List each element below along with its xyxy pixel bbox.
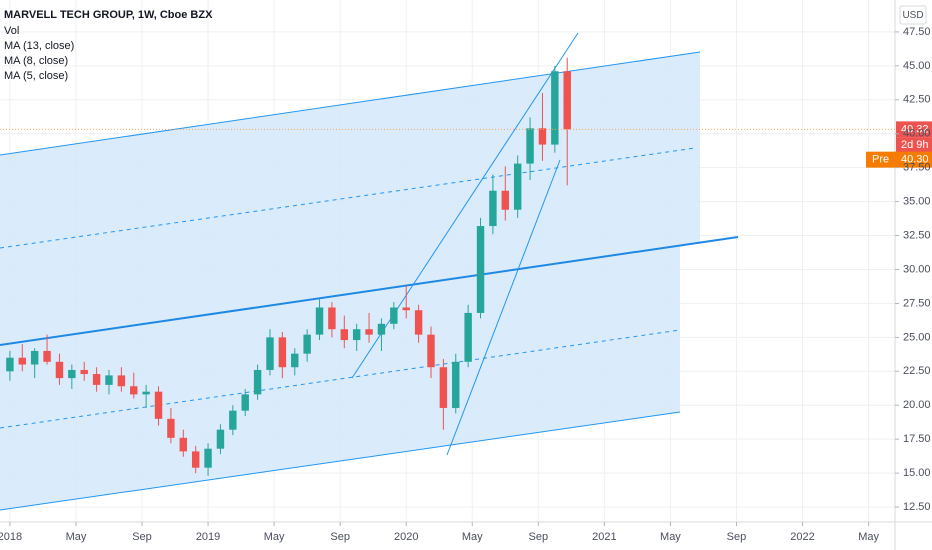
candle-body [105, 375, 113, 385]
candle-body [328, 307, 336, 330]
candle-body [476, 226, 485, 313]
pre-badge [866, 151, 932, 168]
candle-body [526, 128, 534, 164]
candle-body [92, 374, 101, 385]
candle-body [352, 329, 361, 341]
channel-line [0, 411, 681, 511]
pre-name: Pre [872, 154, 889, 166]
trend-line [446, 159, 561, 456]
last-price-badge [896, 121, 932, 138]
y-tick-label: 47.50 [903, 26, 931, 38]
candle-body [43, 350, 51, 362]
x-tick-label: 2020 [394, 531, 418, 543]
candle-body [340, 329, 349, 341]
y-tick-label: 45.00 [903, 60, 931, 72]
x-tick-label: 2022 [790, 531, 814, 543]
y-tick-label: 12.50 [903, 501, 931, 513]
channel-line [0, 236, 739, 346]
y-tick-label: 27.50 [903, 297, 931, 309]
candle-body [551, 71, 559, 145]
countdown-label: 2d 9h [901, 139, 929, 151]
candle-body [191, 451, 200, 468]
candle-body [464, 312, 472, 362]
x-tick-label: May [660, 531, 681, 543]
trend-line [351, 32, 579, 379]
candle-body [402, 307, 410, 311]
y-tick-label: 15.00 [903, 467, 931, 479]
candle-body [216, 429, 225, 449]
candle-body [452, 361, 460, 408]
channel-midline [0, 329, 681, 429]
x-tick-label: Sep [727, 531, 747, 543]
indicator-label: Vol [4, 25, 19, 37]
candle-body [390, 307, 398, 324]
currency: USD [902, 10, 923, 21]
x-tick-label: Sep [529, 531, 549, 543]
y-tick-label: 32.50 [903, 229, 931, 241]
candle-body [501, 190, 510, 210]
candle-body [278, 337, 287, 368]
y-tick-label: 30.00 [903, 263, 931, 275]
x-tick-label: 2021 [592, 531, 616, 543]
y-tick-label: 35.00 [903, 196, 931, 208]
y-tick-label: 22.50 [903, 365, 931, 377]
y-tick-label: 20.00 [903, 399, 931, 411]
x-tick-label: May [858, 531, 879, 543]
candle-body [563, 71, 571, 130]
candle-body [204, 448, 212, 468]
x-tick-label: Sep [132, 531, 152, 543]
countdown-badge [896, 137, 932, 153]
y-tick-label: 40.00 [903, 128, 931, 140]
indicator-label: MA (8, close) [4, 55, 68, 67]
candle-body [253, 369, 262, 395]
candle-body [365, 329, 373, 335]
x-tick-label: 2019 [196, 531, 220, 543]
y-tick-label: 37.50 [903, 162, 931, 174]
candle-body [55, 361, 64, 379]
candle-body [241, 394, 249, 411]
x-tick-label: 2018 [0, 531, 22, 543]
y-tick-label: 17.50 [903, 433, 931, 445]
candle-body [538, 128, 547, 145]
candle-body [68, 369, 76, 379]
currency-box[interactable] [899, 5, 927, 25]
y-tick-label: 42.50 [903, 94, 931, 106]
candle-body [439, 367, 448, 408]
candle-body [142, 391, 150, 395]
candle-body [414, 310, 423, 335]
candle-body [303, 334, 311, 354]
candle-body [117, 375, 126, 387]
channel-fill [0, 245, 680, 510]
candle-body [315, 307, 324, 335]
candle-body [291, 353, 299, 368]
candle-body [154, 391, 163, 419]
candle-body [167, 418, 175, 438]
candle-body [6, 357, 14, 372]
candle-body [377, 323, 386, 335]
candle-body [427, 334, 435, 368]
x-tick-label: Sep [330, 531, 350, 543]
candle-body [489, 190, 497, 227]
candle-body [130, 386, 138, 395]
candle-body [513, 163, 522, 210]
candle-body [18, 357, 27, 365]
candle-body [30, 350, 39, 365]
chart-title: MARVELL TECH GROUP, 1W, Cboe BZX [4, 9, 213, 21]
candle-body [179, 437, 188, 452]
channel-midline [0, 147, 696, 249]
x-tick-label: May [66, 531, 87, 543]
indicator-label: MA (13, close) [4, 40, 74, 52]
x-tick-label: May [264, 531, 285, 543]
indicator-label: MA (5, close) [4, 70, 68, 82]
x-tick-label: May [462, 531, 483, 543]
channel-fill [0, 52, 700, 345]
pre-price: 40.30 [901, 154, 929, 166]
candle-body [80, 369, 88, 375]
y-tick-label: 25.00 [903, 331, 931, 343]
candle-body [266, 337, 274, 370]
candle-body [229, 410, 237, 430]
channel-line [0, 51, 701, 156]
last-price-label: 40.32 [901, 123, 929, 135]
